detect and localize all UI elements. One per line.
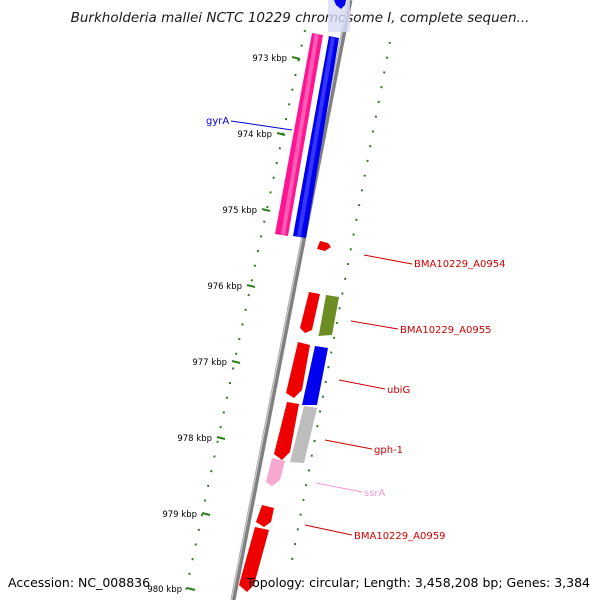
gene-labels: gyrA BMA10229_A0954 BMA10229_A0955 ubiG … [206, 116, 505, 542]
feature-ssrA [266, 458, 285, 486]
major-tick [216, 436, 226, 440]
major-tick [186, 587, 196, 591]
gene-label-ssrA[interactable]: ssrA [364, 488, 386, 499]
gene-label-BMA10229_A0959[interactable]: BMA10229_A0959 [354, 531, 445, 542]
tick-label: 979 kbp [162, 510, 197, 520]
tick-label: 974 kbp [237, 130, 272, 140]
accession-text: Accession: NC_008836 [8, 575, 151, 590]
feature-BMA10229_A0959-b [239, 527, 269, 592]
major-ticks [186, 56, 301, 591]
feature-ubiG [302, 346, 328, 405]
tick-label: 976 kbp [207, 282, 242, 292]
tick-labels: 973 kbp 974 kbp 975 kbp 976 kbp 977 kbp 978 k… [147, 54, 287, 595]
feature-BMA10229_A0954 [317, 241, 331, 251]
tick-label: 973 kbp [252, 54, 287, 64]
major-tick [246, 284, 256, 288]
tick-label: 977 kbp [192, 358, 227, 368]
gene-label-gph-1[interactable]: gph-1 [374, 445, 403, 456]
major-tick [201, 512, 211, 516]
major-tick [231, 360, 241, 364]
feature-olive [318, 295, 339, 336]
feature-BMA10229_A0959-a [256, 505, 274, 527]
map-title: Burkholderia mallei NCTC 10229 chromosom… [70, 10, 530, 26]
gene-label-ubiG[interactable]: ubiG [387, 385, 410, 396]
chromosome-backbone [230, 0, 353, 600]
callout-lines [230, 120, 413, 536]
major-tick [261, 208, 271, 212]
tick-label: 980 kbp [147, 585, 182, 595]
features [239, 0, 346, 592]
major-tick [276, 132, 286, 136]
gene-label-gyrA[interactable]: gyrA [206, 116, 229, 127]
tick-label: 978 kbp [177, 434, 212, 444]
tick-label: 975 kbp [222, 206, 257, 216]
gene-label-BMA10229_A0955[interactable]: BMA10229_A0955 [400, 325, 491, 336]
selection-highlight [328, 0, 350, 32]
inner-tick-ring [184, 29, 306, 596]
feature-ubiG-red [286, 342, 310, 398]
major-tick [291, 56, 301, 60]
topology-text: Topology: circular; Length: 3,458,208 bp… [246, 575, 590, 590]
feature-gph-1 [290, 406, 317, 463]
feature-top-arrow [334, 0, 346, 9]
feature-BMA10229_A0955 [300, 292, 320, 333]
gene-label-BMA10229_A0954[interactable]: BMA10229_A0954 [414, 259, 505, 270]
feature-gph-1-red [274, 402, 299, 460]
